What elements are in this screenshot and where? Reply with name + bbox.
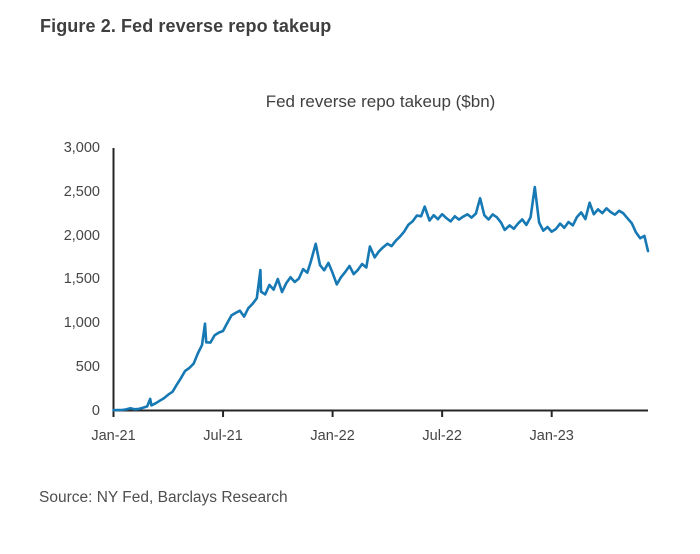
y-axis-tick-label: 0 [91, 402, 100, 419]
y-axis-tick-label: 2,500 [63, 183, 100, 200]
y-axis-tick-label: 1,500 [63, 271, 100, 288]
figure-title: Figure 2. Fed reverse repo takeup [40, 16, 332, 36]
y-axis-tick-label: 500 [75, 358, 100, 375]
x-axis-tick-label: Jan-21 [91, 428, 136, 444]
x-axis-tick-label: Jan-22 [310, 428, 355, 444]
x-axis-tick-label: Jul-22 [422, 428, 462, 444]
y-axis-tick-label: 3,000 [63, 140, 100, 156]
y-axis-tick-label: 2,000 [63, 227, 100, 244]
x-axis-tick-label: Jan-23 [529, 428, 574, 444]
series-line [112, 185, 650, 412]
x-axis-tick-label: Jul-21 [203, 428, 243, 444]
source-note: Source: NY Fed, Barclays Research [39, 489, 288, 506]
y-axis-tick-label: 1,000 [63, 315, 100, 331]
chart-title: Fed reverse repo takeup ($bn) [265, 92, 496, 111]
